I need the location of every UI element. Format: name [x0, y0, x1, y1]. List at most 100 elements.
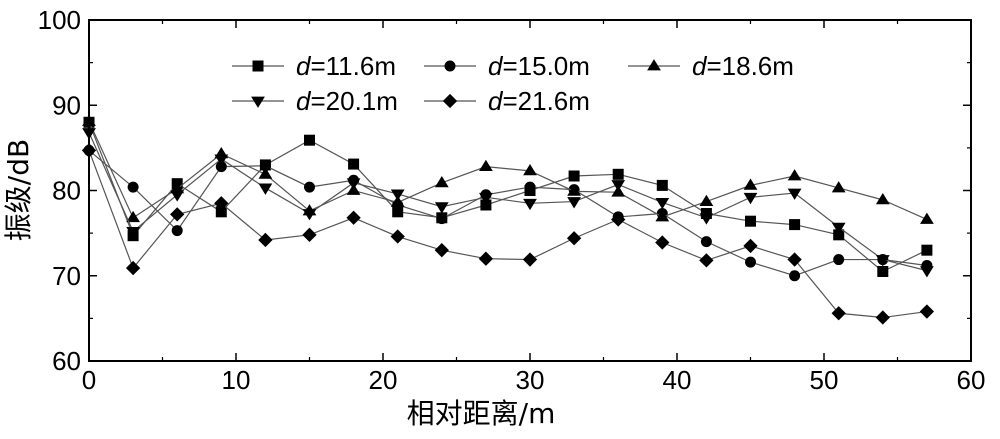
data-point — [877, 265, 889, 277]
data-point — [82, 128, 96, 140]
data-point — [127, 181, 139, 193]
data-point — [921, 244, 933, 256]
data-point — [833, 254, 845, 266]
series-4 — [81, 143, 935, 325]
data-point — [170, 190, 185, 202]
data-point — [302, 209, 317, 221]
data-point — [523, 164, 537, 176]
data-point — [743, 192, 758, 205]
data-point — [170, 207, 185, 222]
series-2 — [82, 114, 934, 224]
data-point — [787, 252, 802, 267]
data-point — [831, 222, 846, 235]
x-tick-label: 60 — [957, 365, 986, 395]
data-point — [215, 206, 227, 218]
data-point — [787, 188, 802, 200]
data-point — [523, 198, 537, 211]
legend-label: d=21.6m — [488, 86, 590, 116]
data-point — [348, 158, 360, 170]
data-point — [215, 161, 227, 173]
data-point — [346, 210, 361, 225]
legend-item: d=21.6m — [424, 86, 590, 116]
data-point — [258, 183, 273, 195]
data-point — [392, 206, 404, 218]
x-tick-label: 30 — [516, 365, 545, 395]
data-point — [831, 306, 846, 321]
y-tick-label: 70 — [52, 261, 81, 291]
data-point — [920, 212, 934, 224]
y-tick-label: 90 — [52, 90, 81, 120]
data-point — [700, 236, 712, 248]
data-point — [611, 180, 626, 192]
data-point — [126, 227, 140, 239]
data-point — [81, 143, 97, 158]
data-point — [171, 225, 183, 237]
series-line — [88, 132, 928, 272]
legend-item: d=15.0m — [424, 51, 590, 81]
data-point — [524, 181, 536, 193]
data-point — [789, 219, 801, 231]
series-1 — [83, 144, 933, 282]
x-axis-title: 相对距离/m — [407, 397, 556, 430]
x-tick-label: 50 — [810, 365, 839, 395]
data-point — [745, 256, 756, 268]
y-tick-label: 100 — [38, 5, 81, 35]
x-tick-label: 20 — [369, 365, 398, 395]
data-point — [214, 154, 229, 166]
data-point — [436, 213, 448, 225]
data-point — [789, 270, 801, 282]
series-line — [88, 121, 928, 221]
data-point — [745, 215, 756, 227]
series-line — [88, 149, 927, 277]
x-tick-label: 10 — [222, 365, 251, 395]
legend-item: d=20.1m — [232, 86, 398, 116]
data-point — [567, 197, 581, 209]
data-point — [566, 231, 582, 246]
legend-marker — [442, 93, 458, 109]
data-point — [302, 227, 317, 242]
data-point — [125, 260, 141, 276]
legend-marker — [252, 60, 264, 72]
x-tick-label: 0 — [82, 365, 96, 395]
data-point — [390, 189, 405, 201]
data-point — [126, 210, 140, 223]
series-layer — [81, 114, 935, 325]
data-point — [920, 266, 934, 278]
data-point — [434, 175, 449, 188]
y-tick-label: 60 — [52, 346, 81, 376]
data-point — [568, 170, 580, 182]
data-point — [478, 251, 494, 266]
data-point — [875, 255, 890, 267]
data-point — [787, 169, 802, 181]
data-point — [656, 179, 668, 191]
data-point — [390, 229, 405, 244]
data-point — [259, 160, 271, 172]
data-point — [699, 194, 714, 206]
legend-marker — [647, 59, 661, 71]
axis-ticks: 0 10 20 30 40 50 60 60 70 80 90 100 — [38, 5, 986, 395]
x-tick-label: 40 — [663, 365, 692, 395]
legend-label: d=18.6m — [692, 51, 794, 81]
data-point — [434, 243, 449, 258]
data-point — [214, 196, 229, 211]
data-point — [833, 229, 845, 241]
data-point — [655, 235, 670, 250]
legend-label: d=15.0m — [488, 51, 590, 81]
legend-item: d=18.6m — [628, 51, 794, 81]
legend-item: d=11.6m — [232, 51, 396, 81]
data-point — [434, 202, 449, 214]
y-axis-title: 振级/dB — [2, 139, 35, 241]
data-point — [699, 253, 714, 268]
data-point — [304, 134, 315, 146]
data-point — [479, 192, 493, 205]
data-point — [479, 159, 493, 172]
data-point — [655, 210, 670, 222]
data-point — [611, 212, 626, 227]
data-point — [346, 178, 361, 190]
y-tick-label: 80 — [52, 176, 81, 206]
data-point — [919, 304, 935, 319]
data-point — [258, 167, 273, 179]
data-point — [831, 181, 846, 193]
series-line — [88, 122, 928, 273]
